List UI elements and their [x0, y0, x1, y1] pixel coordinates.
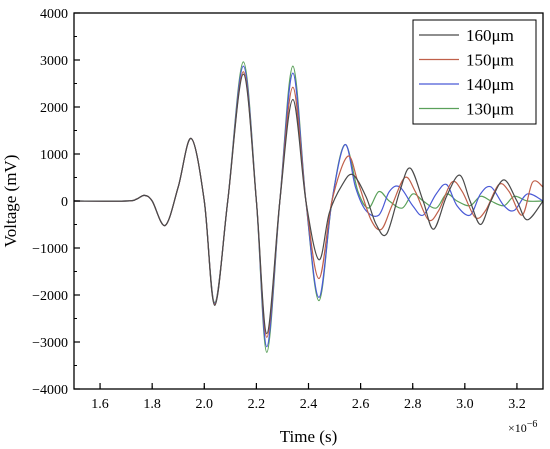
- y-tick-label: 4000: [40, 7, 68, 22]
- y-tick-label: 3000: [40, 54, 68, 69]
- x-axis-multiplier: ×10−6: [508, 419, 537, 435]
- x-tick-label: 2.6: [352, 397, 370, 412]
- series-layer: [74, 61, 543, 353]
- legend: 160μm 150μm 140μm 130μm: [412, 19, 537, 125]
- x-axis-multiplier-base: ×10: [508, 421, 527, 435]
- x-tick-label: 3.2: [508, 397, 526, 412]
- ticks-layer: 1.6 1.8 2.0 2.2 2.4 2.6 2.8 3.0 3.2 −4000 −3000 −20…: [32, 7, 526, 412]
- x-tick-label: 3.0: [456, 397, 474, 412]
- legend-label: 150μm: [466, 51, 514, 70]
- x-tick-label: 1.6: [91, 397, 109, 412]
- y-axis-title: Voltage (mV): [1, 155, 20, 248]
- y-tick-label: −1000: [32, 242, 68, 257]
- x-tick-label: 2.2: [248, 397, 266, 412]
- series-line-160μm: [74, 73, 543, 335]
- x-tick-label: 1.8: [143, 397, 161, 412]
- y-tick-label: 2000: [40, 101, 68, 116]
- x-axis-title: Time (s): [280, 427, 337, 446]
- y-tick-label: 1000: [40, 148, 68, 163]
- y-tick-label: −3000: [32, 336, 68, 351]
- legend-box: [412, 19, 537, 125]
- x-tick-label: 2.4: [300, 397, 318, 412]
- y-tick-label: −4000: [32, 383, 68, 398]
- legend-label: 160μm: [466, 26, 514, 45]
- x-axis-multiplier-exponent: −6: [527, 419, 538, 430]
- x-tick-label: 2.0: [196, 397, 214, 412]
- legend-label: 140μm: [466, 75, 514, 94]
- y-tick-label: −2000: [32, 289, 68, 304]
- legend-label: 130μm: [466, 100, 514, 119]
- y-tick-label: 0: [61, 195, 68, 210]
- x-tick-label: 2.8: [404, 397, 422, 412]
